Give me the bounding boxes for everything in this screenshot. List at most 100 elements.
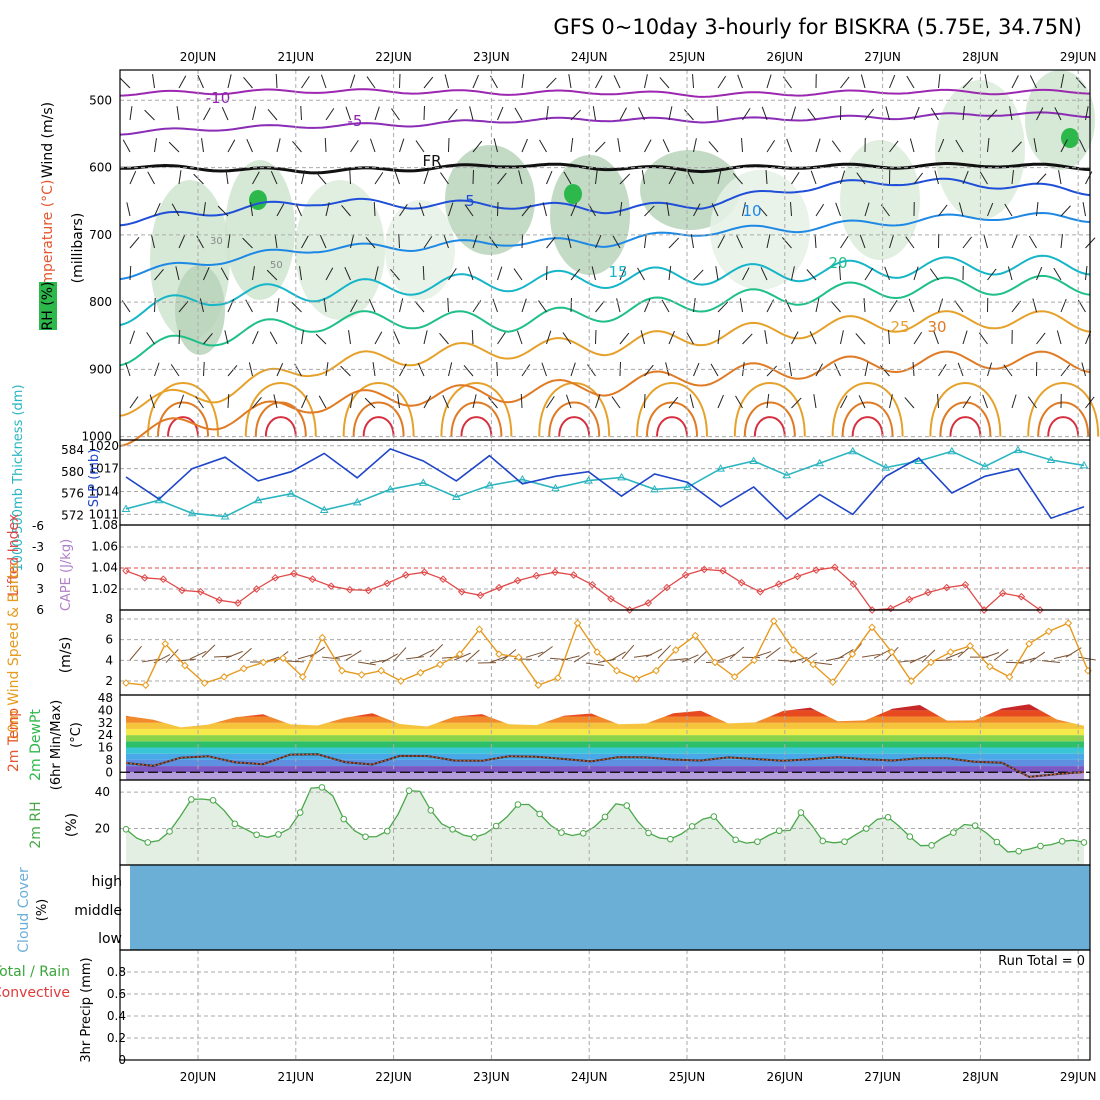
- lifted-index-marker: [644, 599, 653, 607]
- wind-barb: [987, 268, 997, 281]
- wind-barb: [921, 649, 936, 663]
- wind-barb: [609, 651, 626, 662]
- wind-barb: [856, 172, 866, 185]
- thickness-marker: [121, 504, 131, 512]
- wind-barb: [815, 203, 825, 217]
- chart-title: GFS 0~10day 3-hourly for BISKRA (5.75E, …: [553, 15, 1082, 39]
- wind-barb: [741, 137, 743, 153]
- wind-barb: [619, 173, 631, 185]
- wind-barb: [659, 77, 670, 89]
- wind-barb: [864, 108, 875, 121]
- x-tick-label: 26JUN: [767, 1070, 804, 1084]
- wind-barb: [497, 172, 507, 185]
- wind-barb: [444, 74, 449, 89]
- wind-speed-marker: [966, 642, 975, 650]
- boundary-layer-isotherm: [362, 416, 395, 437]
- y2-tick-label: 1.08: [91, 518, 118, 532]
- wind-speed-marker: [122, 679, 130, 687]
- wind-barb: [316, 172, 327, 185]
- wind-barb: [858, 395, 866, 409]
- boundary-layer-isotherm: [1047, 416, 1080, 437]
- wind-barb: [987, 109, 998, 121]
- thickness-marker: [1079, 460, 1089, 469]
- wind-speed-marker: [397, 677, 405, 685]
- lifted-index-marker: [700, 565, 709, 574]
- lifted-index-marker: [327, 582, 336, 591]
- lifted-index-marker: [532, 571, 541, 580]
- rh-marker: [558, 829, 565, 836]
- axis-label: (%): [64, 813, 80, 837]
- wind-barb: [323, 298, 327, 313]
- wind-barb: [546, 236, 556, 249]
- wind-barb: [276, 363, 284, 377]
- y-tick-label: 0.8: [107, 965, 126, 979]
- wind-barb: [381, 653, 398, 663]
- x-tick-label: 26JUN: [767, 50, 804, 64]
- wind-barb: [472, 394, 477, 409]
- wind-barb: [693, 298, 696, 313]
- wind-barb: [929, 268, 939, 281]
- wind-barb: [889, 234, 895, 249]
- wind-barb: [668, 237, 680, 249]
- wind-barb: [252, 396, 262, 409]
- rh-marker: [1080, 839, 1088, 846]
- y-tick-label: 1011: [88, 507, 119, 521]
- wind-barb: [662, 139, 670, 153]
- thickness-marker: [848, 446, 858, 455]
- isotherm-line: [119, 88, 1091, 98]
- wind-barb: [742, 333, 753, 345]
- thickness-marker: [683, 482, 692, 491]
- wind-barb: [619, 202, 623, 217]
- wind-barb: [766, 365, 778, 377]
- wind-speed-marker: [1025, 639, 1033, 648]
- thickness-marker: [584, 476, 593, 484]
- isotherm-line: [119, 177, 1091, 227]
- wind-barb: [693, 269, 704, 281]
- y-tick-label: 6: [36, 603, 44, 617]
- temp-band: [120, 698, 1090, 704]
- lifted-index-marker: [457, 587, 466, 596]
- wind-barb: [364, 397, 376, 409]
- y-tick-label: 1020: [88, 439, 119, 453]
- axis-label: 2m RH: [28, 801, 44, 848]
- thickness-marker: [485, 481, 494, 489]
- wind-barb: [913, 172, 924, 185]
- wind-barb: [1036, 332, 1046, 345]
- wind-barb: [888, 329, 890, 345]
- rh-marker: [514, 801, 522, 808]
- wind-barb: [141, 658, 160, 663]
- wind-barb: [766, 74, 772, 89]
- wind-barb: [463, 364, 474, 377]
- thickness-marker: [980, 461, 990, 470]
- axis-label: 10m Wind Speed & Barbs: [6, 562, 22, 741]
- wind-speed-marker: [298, 673, 307, 681]
- rh-shading: [550, 155, 630, 275]
- wind-barb: [365, 236, 376, 249]
- run-total: Run Total = 0: [998, 954, 1085, 969]
- wind-speed-marker: [652, 666, 660, 675]
- wind-barb: [616, 298, 621, 313]
- boundary-layer-isotherm: [264, 416, 297, 437]
- wind-barb: [736, 235, 743, 249]
- boundary-layer-isotherm: [939, 401, 992, 437]
- wind-barb: [295, 203, 302, 217]
- lifted-index-marker: [196, 587, 205, 596]
- rh-marker: [1037, 842, 1044, 850]
- wind-barb: [897, 659, 916, 663]
- wind-barb: [742, 267, 750, 281]
- x-tick-label: 28JUN: [962, 50, 999, 64]
- lifted-index-marker: [719, 566, 727, 575]
- rh-shading: [295, 180, 385, 320]
- wind-barb: [489, 655, 508, 663]
- isotherm-label: 30: [927, 318, 946, 336]
- lifted-index-marker: [588, 580, 597, 589]
- wind-barb: [987, 202, 994, 217]
- wind-barb: [514, 107, 523, 121]
- wind-barb: [711, 203, 719, 217]
- rh-marker: [906, 833, 914, 840]
- rh-marker: [667, 835, 674, 843]
- lifted-index-marker: [681, 571, 690, 579]
- rh-marker: [318, 784, 326, 791]
- lifted-index-marker: [663, 583, 671, 592]
- wind-speed-marker: [632, 675, 641, 683]
